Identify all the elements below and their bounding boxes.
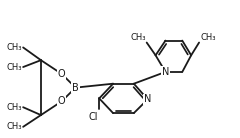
Text: Cl: Cl xyxy=(89,112,98,122)
Text: N: N xyxy=(162,67,169,77)
Text: CH₃: CH₃ xyxy=(130,33,146,42)
Text: N: N xyxy=(144,94,151,104)
Text: O: O xyxy=(58,69,66,79)
Text: O: O xyxy=(58,96,66,106)
Text: CH₃: CH₃ xyxy=(7,43,22,52)
Text: CH₃: CH₃ xyxy=(200,33,216,42)
Text: CH₃: CH₃ xyxy=(7,63,22,71)
Text: B: B xyxy=(72,83,79,93)
Text: CH₃: CH₃ xyxy=(7,122,22,131)
Text: CH₃: CH₃ xyxy=(7,103,22,112)
